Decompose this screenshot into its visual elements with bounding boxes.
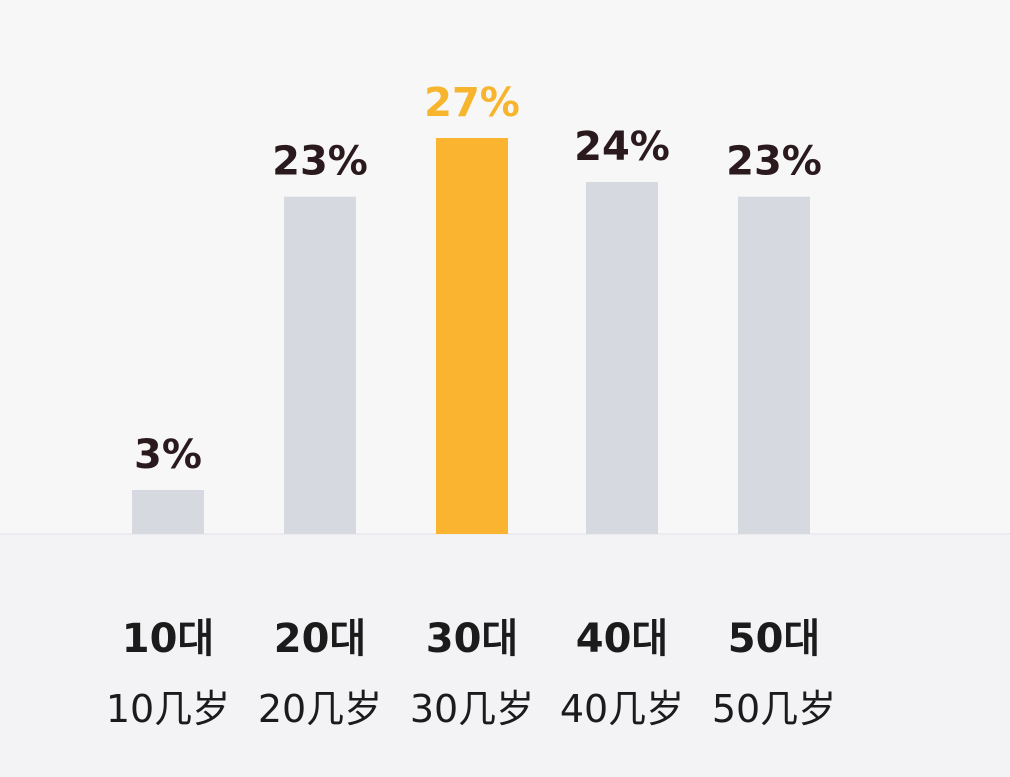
value-label-3: 27% [424,80,520,126]
bar-3 [436,138,508,534]
category-translation-3: 30几岁 [410,687,534,731]
category-label-1: 10대 [122,616,214,662]
value-label-2: 23% [272,139,368,185]
labels-layer: 3% 10대 10几岁 23% 20대 20几岁 27% 30대 30几岁 24% 40대 40几岁 2… [106,80,836,731]
category-translation-5: 50几岁 [712,687,836,731]
bar-2 [284,196,356,534]
value-label-5: 23% [726,139,822,185]
category-label-5: 50대 [728,616,820,662]
lower-panel [0,534,1010,777]
bar-4 [586,182,658,534]
category-translation-4: 40几岁 [560,687,684,731]
category-translation-1: 10几岁 [106,687,230,731]
bar-5 [738,196,810,534]
value-label-1: 3% [134,432,202,478]
category-label-4: 40대 [576,616,668,662]
value-label-4: 24% [574,124,670,170]
category-translation-2: 20几岁 [258,687,382,731]
bar-1 [132,490,204,534]
category-label-2: 20대 [274,616,366,662]
bars-layer [132,138,810,534]
category-label-3: 30대 [426,616,518,662]
